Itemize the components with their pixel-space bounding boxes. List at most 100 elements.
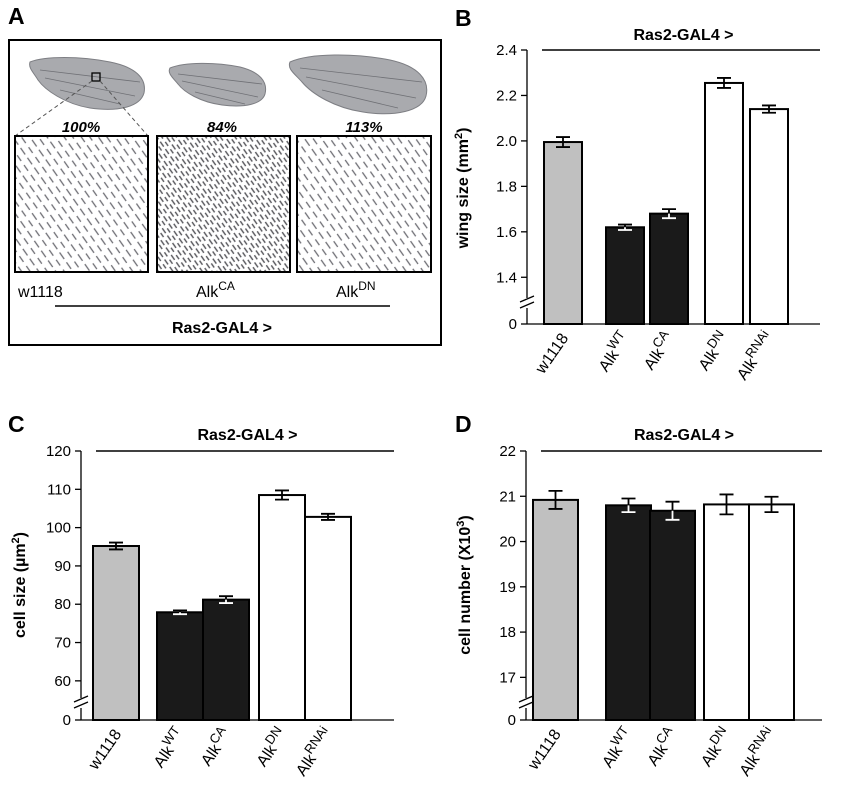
genotype-label-1: w1118 [17, 284, 63, 301]
panel-d-axis-break [518, 695, 534, 709]
driver-label-a: Ras2-GAL4 > [172, 320, 272, 337]
y-tick-label: 90 [54, 558, 71, 575]
category-label-w1118: w1118 [525, 726, 565, 773]
y-tick-label: 2.4 [496, 42, 517, 59]
bar-w1118 [92, 545, 140, 721]
bar-AlkDN [703, 503, 750, 721]
y-tick-label: 19 [499, 579, 516, 596]
y-tick-label: 22 [499, 443, 516, 460]
category-label-AlkDN: AlkDN [691, 327, 733, 374]
panel-c-title: Ras2-GAL4 > [197, 427, 297, 444]
panel-c: C Ras2-GAL4 > 60 70 80 90 100 110 120 0 cell size … [8, 411, 394, 779]
y-tick-label: 80 [54, 596, 71, 613]
panel-b-axis-break [519, 295, 535, 309]
bar-AlkWT [605, 504, 652, 721]
bar-AlkDN [704, 81, 744, 325]
error-bar-AlkWT [618, 223, 632, 228]
bar-AlkCA [649, 212, 689, 326]
category-label-AlkCA: AlkCA [193, 723, 235, 769]
y-tick-label: 110 [47, 481, 71, 498]
bar-AlkWT [156, 611, 204, 722]
panel-b-letter: B [455, 5, 472, 31]
panel-b: B Ras2-GAL4 > 1.4 1.6 1.8 2.0 2.2 2.4 0 wing size… [453, 5, 820, 383]
category-label-AlkCA: AlkCA [640, 723, 682, 769]
genotype-label-2: AlkCA [196, 279, 235, 301]
zoom-box [91, 72, 101, 82]
panel-c-y-label: cell size (µm2) [10, 532, 29, 638]
micrograph-w1118 [14, 135, 149, 273]
wing-w1118 [29, 57, 145, 110]
category-label-w1118: w1118 [85, 726, 125, 773]
percent-label: 113% [345, 119, 382, 136]
y-tick-label: 20 [499, 534, 516, 551]
genotype-labels: w1118 AlkCA AlkDN [17, 279, 376, 301]
category-label-AlkCA: AlkCA [636, 327, 678, 373]
panel-d-title: Ras2-GAL4 > [634, 427, 734, 444]
y-tick-label: 1.4 [496, 269, 517, 286]
y-tick-label-zero: 0 [508, 712, 516, 729]
y-tick-label: 2.2 [496, 87, 517, 104]
panel-c-axis-break [73, 695, 89, 709]
error-bar-AlkWT [621, 497, 636, 506]
error-bar-AlkRNAi [764, 495, 779, 514]
percent-labels: 100% 84% 113% [62, 119, 383, 136]
error-bar-lower-AlkWT [173, 612, 187, 616]
y-tick-label: 60 [54, 673, 71, 690]
panel-a-letter: A [8, 3, 25, 29]
wing-veins-alk-ca [177, 73, 263, 105]
y-tick-label: 100 [46, 520, 71, 537]
panel-a-frame [8, 39, 442, 346]
category-label-AlkWT: AlkWT [146, 723, 189, 771]
panel-d-y-label: cell number (X103) [455, 515, 474, 655]
bar-AlkCA [202, 598, 250, 722]
error-bar-AlkCA [219, 595, 233, 600]
micrograph-alk-dn [296, 135, 432, 273]
category-label-AlkWT: AlkWT [595, 723, 638, 771]
error-bar-AlkCA [662, 208, 676, 214]
panel-b-title: Ras2-GAL4 > [633, 27, 733, 44]
category-label-w1118: w1118 [532, 330, 572, 377]
y-tick-label-zero: 0 [509, 316, 517, 333]
y-tick-label: 21 [499, 488, 516, 505]
error-bar-AlkRNAi [321, 512, 335, 521]
error-bar-w1118 [556, 136, 570, 148]
bar-AlkWT [605, 226, 645, 325]
category-label-AlkWT: AlkWT [591, 327, 634, 375]
y-tick-label: 120 [46, 443, 71, 460]
y-tick-label: 1.6 [496, 224, 517, 241]
bar-AlkRNAi [749, 108, 789, 325]
error-bar-lower-AlkCA [662, 213, 676, 220]
error-bar-lower-AlkWT [618, 227, 632, 231]
bar-AlkRNAi [748, 503, 795, 721]
error-bar-AlkCA [665, 500, 680, 511]
error-bar-w1118 [548, 489, 563, 510]
category-label-AlkDN: AlkDN [249, 723, 291, 770]
bar-w1118 [543, 141, 583, 325]
bar-AlkDN [258, 494, 306, 721]
micrograph-alk-ca [156, 135, 291, 273]
y-tick-label: 2.0 [496, 133, 517, 150]
zoom-line-left [14, 80, 93, 137]
y-tick-label: 1.8 [496, 178, 517, 195]
error-bar-AlkDN [717, 77, 731, 89]
bar-AlkCA [649, 509, 696, 722]
percent-label: 84% [207, 119, 237, 136]
error-bar-w1118 [109, 541, 123, 551]
panel-d: D Ras2-GAL4 > 17 18 19 20 21 22 0 cell number (X1… [455, 411, 822, 779]
y-tick-label-zero: 0 [63, 712, 71, 729]
y-tick-label: 18 [499, 624, 516, 641]
y-tick-label: 70 [54, 635, 71, 652]
error-bar-AlkRNAi [762, 104, 776, 114]
error-bar-AlkDN [719, 493, 734, 516]
zoom-line-right [99, 80, 149, 137]
error-bar-lower-AlkWT [621, 505, 636, 514]
wing-veins-alk-dn [299, 67, 423, 109]
category-label-AlkRNAi: AlkRNAi [729, 327, 778, 383]
genotype-label-3: AlkDN [336, 279, 376, 301]
panel-b-y-label: wing size (mm2) [453, 128, 472, 250]
category-label-AlkDN: AlkDN [693, 723, 735, 770]
wing-veins-w1118 [39, 69, 141, 105]
error-bar-lower-AlkCA [665, 510, 680, 521]
error-bar-AlkDN [275, 489, 289, 501]
